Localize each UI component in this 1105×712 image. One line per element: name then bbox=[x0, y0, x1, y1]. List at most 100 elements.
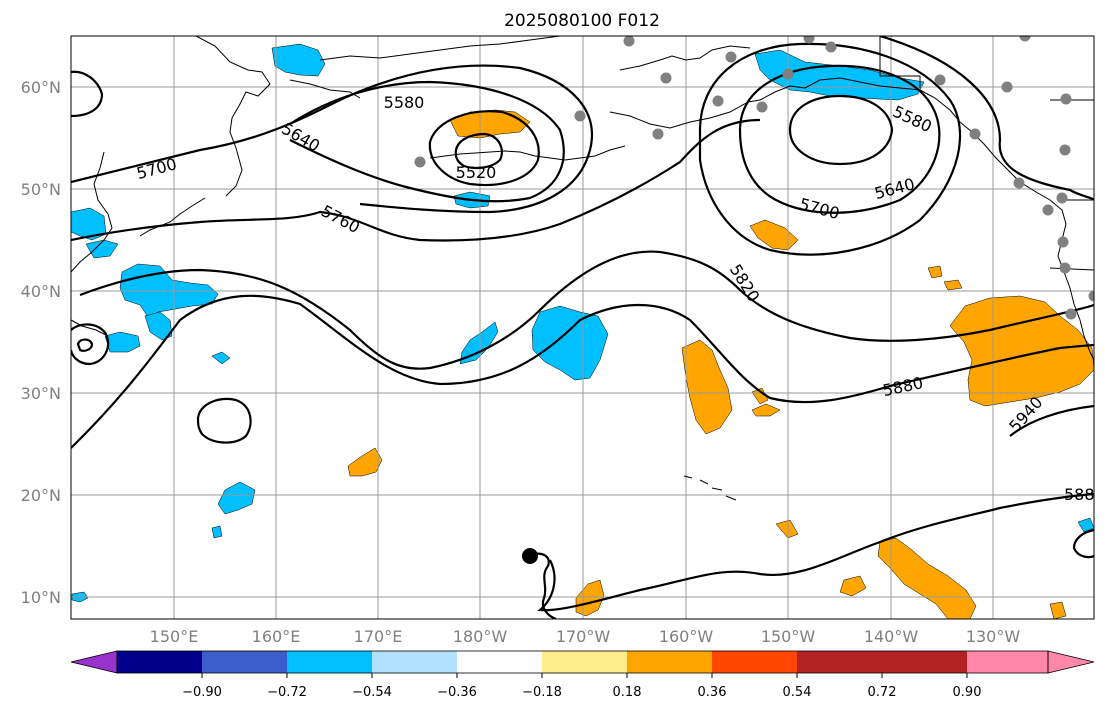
neg-fill-japan bbox=[104, 331, 141, 353]
height-contours bbox=[71, 36, 1094, 612]
contour-5880-south bbox=[537, 492, 1094, 612]
neg-fill-left-edge bbox=[71, 207, 107, 241]
lat-label: 20°N bbox=[21, 486, 61, 505]
colorbar-segment bbox=[882, 651, 967, 673]
lat-label: 40°N bbox=[21, 282, 61, 301]
storm-track bbox=[522, 548, 557, 619]
lat-label: 30°N bbox=[21, 384, 61, 403]
map-area: 5580 5640 5700 5760 5520 5820 5700 5640 … bbox=[71, 36, 1095, 619]
storm-center-marker bbox=[522, 548, 538, 564]
neg-fill-small-c bbox=[1077, 517, 1094, 533]
pos-fill-small-c bbox=[775, 519, 799, 539]
colorbar-ticks bbox=[201, 673, 968, 678]
colorbar-segment bbox=[797, 651, 882, 673]
contour-5640-west bbox=[289, 80, 565, 203]
contour-5760-east bbox=[879, 36, 1094, 202]
contour-5580-west bbox=[428, 110, 540, 187]
pos-fill-mid bbox=[347, 447, 383, 477]
lon-label: 170°E bbox=[354, 627, 403, 646]
coastlines bbox=[71, 36, 1094, 501]
pos-fill-small-d bbox=[927, 265, 943, 279]
colorbar-segment bbox=[202, 651, 287, 673]
longitude-labels: 150°E 160°E 170°E 180°W 170°W 160°W 150°… bbox=[150, 627, 1021, 646]
map-title: 2025080100 F012 bbox=[504, 11, 660, 31]
lon-label: 160°E bbox=[252, 627, 301, 646]
pos-fill-gulf bbox=[749, 219, 799, 251]
latitude-labels: 60°N 50°N 40°N 30°N 20°N 10°N bbox=[21, 78, 61, 607]
coast-alaska-sw bbox=[609, 99, 761, 129]
neg-fill-left-edge-b bbox=[85, 239, 119, 259]
colorbar-tick-label: 0.36 bbox=[698, 685, 727, 700]
contour-5580-east bbox=[788, 94, 894, 166]
colorbar-tick-label: −0.36 bbox=[437, 685, 477, 700]
colorbar-segment bbox=[712, 651, 797, 673]
colorbar: −0.90 −0.72 −0.54 −0.36 −0.18 0.18 0.36 … bbox=[70, 650, 1095, 700]
contour-japan-inner bbox=[76, 338, 94, 352]
colorbar-tick-label: 0.90 bbox=[953, 685, 982, 700]
neg-fill-kamchatka bbox=[271, 43, 326, 77]
contour-5880 bbox=[71, 294, 1094, 449]
lat-label: 50°N bbox=[21, 180, 61, 199]
lat-label: 10°N bbox=[21, 588, 61, 607]
aleutian-chain bbox=[429, 145, 626, 161]
colorbar-tick-label: −0.18 bbox=[522, 685, 562, 700]
lon-label: 140°W bbox=[864, 627, 919, 646]
lon-label: 150°W bbox=[761, 627, 816, 646]
neg-fill-small-a bbox=[211, 351, 231, 365]
colorbar-segment bbox=[287, 651, 372, 673]
pos-fill-se bbox=[877, 537, 977, 619]
contour-low-left bbox=[196, 397, 252, 444]
contour-label: 588 bbox=[1064, 485, 1095, 504]
colorbar-tick-label: −0.54 bbox=[352, 685, 392, 700]
colorbar-segment bbox=[457, 651, 542, 673]
contour-east-high bbox=[1072, 528, 1094, 559]
pos-fill-east bbox=[949, 295, 1094, 407]
contour-5700-east bbox=[698, 42, 962, 256]
coast-alaska-pen bbox=[759, 77, 921, 101]
pos-fill-se-small bbox=[839, 575, 867, 597]
coast-chukotka bbox=[319, 36, 561, 61]
station-dots bbox=[414, 36, 1094, 320]
colorbar-tick-label: 0.18 bbox=[613, 685, 642, 700]
pos-fill-small-b bbox=[751, 403, 781, 417]
hawaii bbox=[683, 475, 737, 501]
colorbar-tick-label: −0.72 bbox=[267, 685, 307, 700]
contour-5700-west bbox=[71, 64, 593, 214]
colorbar-segment bbox=[542, 651, 627, 673]
border-canada bbox=[879, 36, 1094, 101]
colorbar-right-extension bbox=[1047, 650, 1095, 674]
contour-5940 bbox=[1009, 404, 1094, 437]
contour-5760 bbox=[71, 118, 761, 242]
map-frame bbox=[70, 35, 1095, 620]
coast-japan-b bbox=[71, 319, 109, 337]
contour-label: 5520 bbox=[456, 163, 497, 182]
lat-label: 60°N bbox=[21, 78, 61, 97]
contour-label: 5580 bbox=[384, 93, 425, 112]
colorbar-tick-label: 0.72 bbox=[868, 685, 897, 700]
contour-5640-east bbox=[738, 64, 941, 214]
colorbar-left-extension bbox=[70, 650, 118, 674]
coast-kamchatka bbox=[195, 36, 271, 197]
positive-anomaly-fills bbox=[347, 109, 1094, 619]
lon-label: 150°E bbox=[150, 627, 199, 646]
contour-5520 bbox=[454, 132, 503, 170]
colorbar-tick-label: 0.54 bbox=[783, 685, 812, 700]
contour-nw-low bbox=[71, 70, 104, 118]
neg-fill-kuril-b bbox=[144, 311, 173, 341]
pos-fill-small-e bbox=[943, 279, 963, 291]
coast-us-west bbox=[1079, 319, 1094, 361]
contour-5820 bbox=[79, 250, 1094, 370]
graticule bbox=[71, 36, 1094, 619]
lon-label: 180°W bbox=[453, 627, 508, 646]
pos-fill-small-f bbox=[1049, 601, 1067, 619]
kuril-chain bbox=[139, 197, 206, 237]
lon-label: 160°W bbox=[659, 627, 714, 646]
lon-label: 130°W bbox=[966, 627, 1021, 646]
colorbar-segment bbox=[372, 651, 457, 673]
colorbar-segment bbox=[627, 651, 712, 673]
colorbar-segment bbox=[967, 651, 1048, 673]
neg-fill-central bbox=[531, 305, 609, 381]
lon-label: 170°W bbox=[556, 627, 611, 646]
contour-japan-high bbox=[71, 323, 110, 366]
